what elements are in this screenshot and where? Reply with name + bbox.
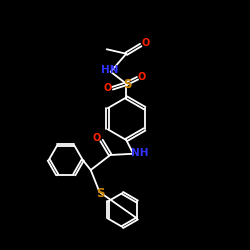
Text: S: S (96, 187, 105, 200)
Text: O: O (138, 72, 146, 82)
Text: O: O (104, 83, 112, 93)
Text: O: O (141, 38, 150, 48)
Text: S: S (123, 78, 132, 92)
Text: O: O (93, 134, 101, 143)
Text: HN: HN (102, 65, 119, 75)
Text: NH: NH (131, 148, 148, 158)
